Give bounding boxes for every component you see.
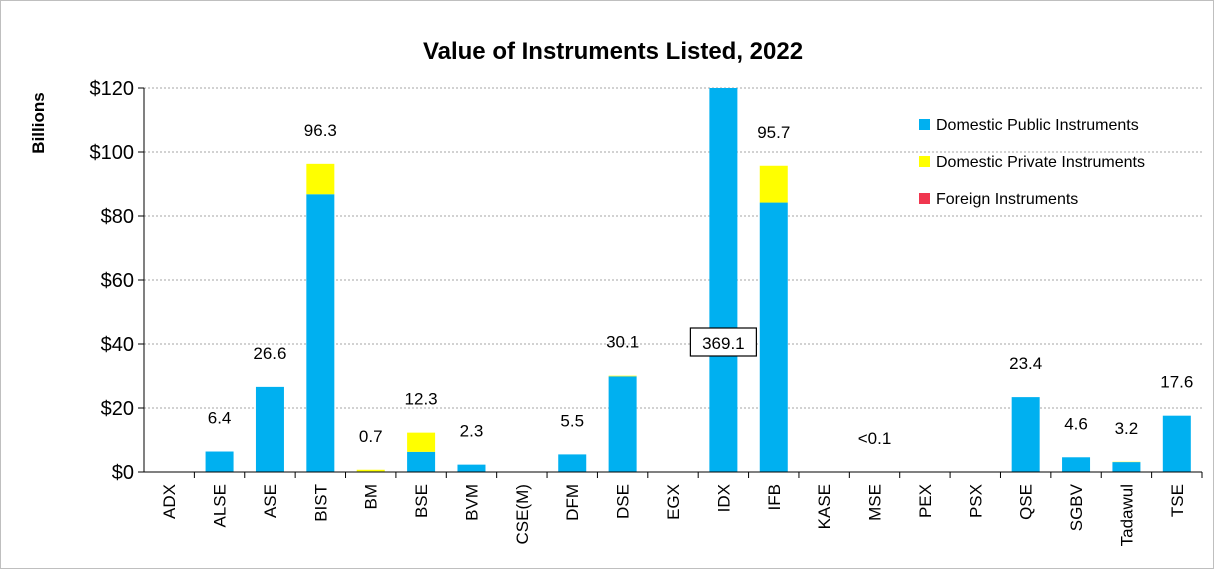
data-label: 95.7 [757, 123, 790, 142]
x-tick-label: BIST [311, 484, 330, 522]
y-tick-label: $40 [101, 334, 134, 356]
bar-idx-public [709, 88, 738, 472]
bar-bse-private [407, 432, 436, 452]
y-axis-label: Billions [29, 92, 48, 153]
bar-bist-public [306, 194, 335, 473]
axes: $0 $20 $40 $60 $80 $100 $120 ADX ALSE ASE BIST BM BS… [90, 78, 1203, 546]
bar-bist-private [306, 163, 335, 195]
data-label: 17.6 [1160, 373, 1193, 392]
data-label: <0.1 [858, 429, 892, 448]
x-tick-label: KASE [815, 484, 834, 529]
bar-ifb-public [759, 202, 788, 472]
data-label: 5.5 [560, 411, 584, 430]
y-tick-label: $0 [112, 462, 134, 484]
x-tick-label: SGBV [1067, 483, 1086, 531]
x-tick-label: BM [362, 484, 381, 510]
data-label: 12.3 [405, 390, 438, 409]
x-tick-label: Tadawul [1117, 484, 1136, 546]
data-label: 0.7 [359, 427, 383, 446]
data-label: 2.3 [460, 422, 484, 441]
bar-dse-public [608, 376, 637, 472]
data-labels: 6.4 26.6 96.3 0.7 12.3 2.3 5.5 30.1 369.1 95.7 <0.… [208, 121, 1194, 448]
x-tick-label: MSE [866, 484, 885, 521]
legend-swatch [919, 193, 930, 204]
legend-swatch [919, 119, 930, 130]
bar-alse-public [205, 451, 234, 472]
x-tick-label: BSE [412, 484, 431, 518]
y-tick-label: $100 [90, 142, 135, 164]
x-tick-label: EGX [664, 484, 683, 520]
x-tick-label: DFM [563, 484, 582, 521]
x-tick-label: CSE(M) [513, 484, 532, 544]
bar-ase-public [255, 386, 284, 472]
x-tick-label: TSE [1168, 484, 1187, 517]
x-tick-label: IFB [765, 484, 784, 510]
x-tick-label: ASE [261, 484, 280, 518]
y-tick-label: $120 [90, 78, 135, 100]
x-tick-label: QSE [1017, 484, 1036, 520]
bars [205, 88, 1191, 473]
bar-bse-public [407, 451, 436, 472]
bar-tadawul-public [1112, 462, 1141, 472]
bar-tse-public [1162, 415, 1191, 472]
bar-dfm-public [558, 454, 587, 472]
data-label: 23.4 [1009, 354, 1042, 373]
data-label: 30.1 [606, 333, 639, 352]
data-label: 4.6 [1064, 414, 1088, 433]
bar-bm-private [356, 469, 385, 472]
x-tick-label: DSE [614, 484, 633, 519]
data-label: 3.2 [1115, 419, 1139, 438]
legend-label: Domestic Private Instruments [936, 154, 1145, 171]
bar-dse-private [608, 375, 637, 377]
data-label: 369.1 [702, 334, 745, 353]
data-label: 6.4 [208, 409, 232, 428]
legend-label: Foreign Instruments [936, 191, 1078, 208]
bar-bvm-public [457, 464, 486, 472]
y-tick-label: $80 [101, 206, 134, 228]
data-label: 26.6 [253, 344, 286, 363]
gridlines [144, 87, 1202, 409]
legend: Domestic Public Instruments Domestic Priv… [919, 117, 1145, 208]
x-tick-label: ALSE [211, 484, 230, 527]
data-label: 96.3 [304, 121, 337, 140]
x-tick-label: ADX [160, 484, 179, 519]
x-tick-label: PSX [966, 484, 985, 518]
x-tick-label: PEX [916, 484, 935, 518]
chart-title: Value of Instruments Listed, 2022 [423, 38, 803, 65]
legend-swatch [919, 156, 930, 167]
y-tick-label: $60 [101, 270, 134, 292]
legend-label: Domestic Public Instruments [936, 117, 1139, 134]
x-tick-label: BVM [462, 484, 481, 521]
bar-qse-public [1011, 397, 1040, 472]
y-tick-label: $20 [101, 398, 134, 420]
bar-ifb-private [759, 165, 788, 203]
idx-value-box [689, 327, 757, 357]
x-tick-label: IDX [714, 484, 733, 512]
bar-sgbv-public [1062, 457, 1091, 472]
